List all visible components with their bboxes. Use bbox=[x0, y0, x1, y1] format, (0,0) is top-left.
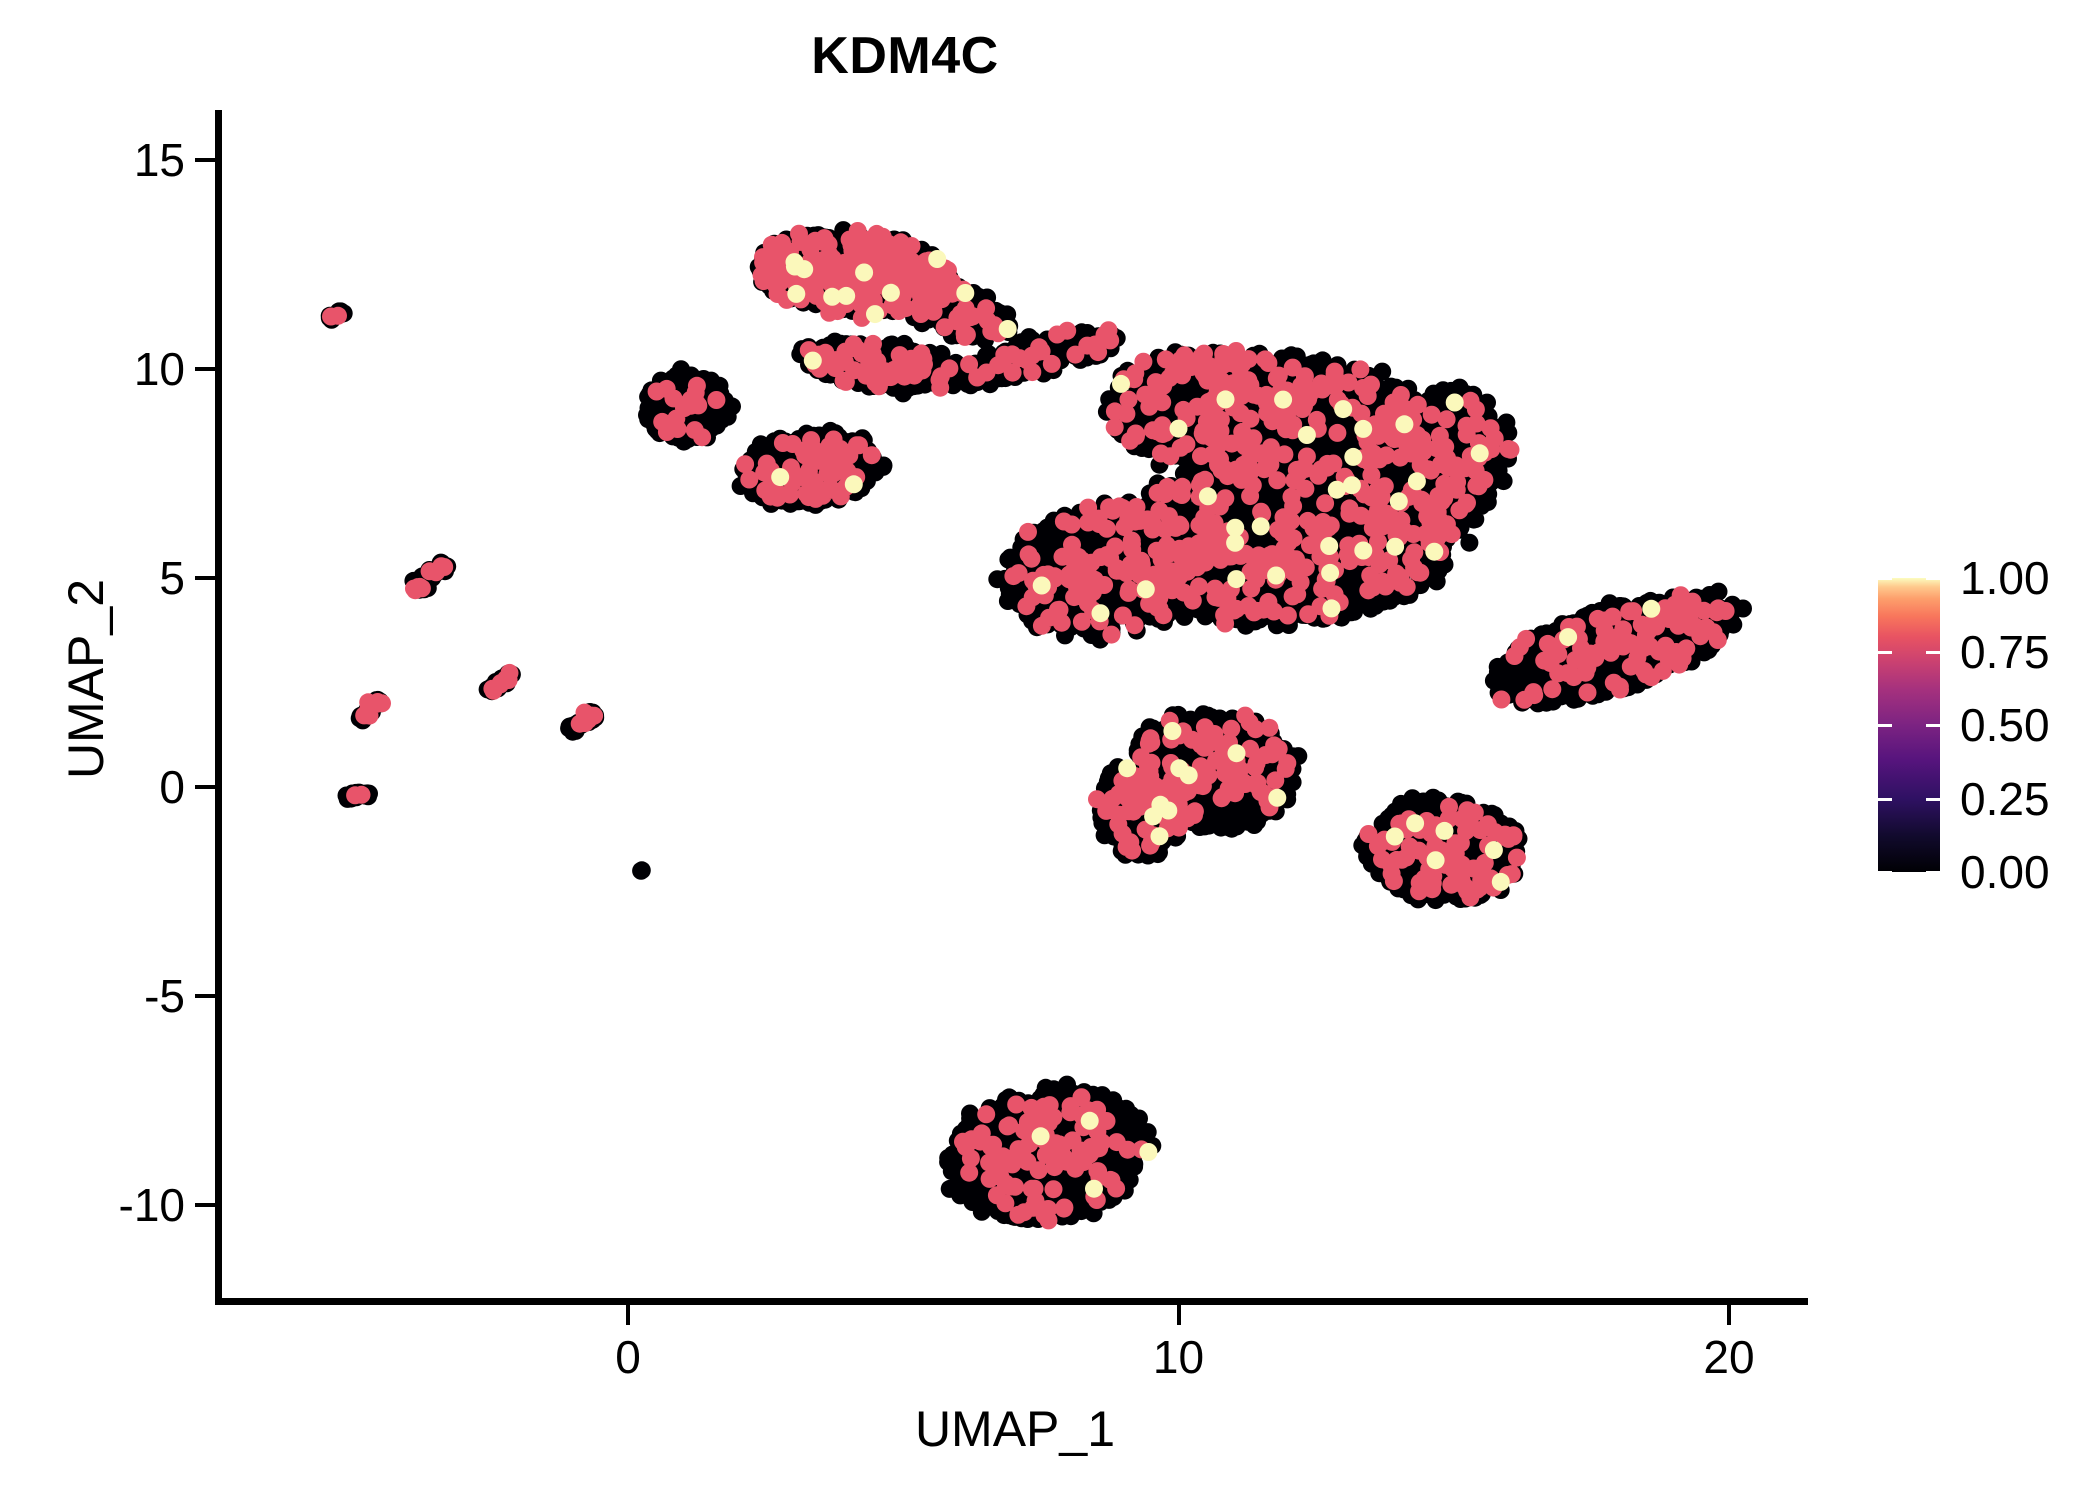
colorbar-label-0.75: 0.75 bbox=[1960, 625, 2050, 678]
x-tick-10 bbox=[1176, 1305, 1181, 1325]
scatter-plot-panel bbox=[222, 110, 1808, 1302]
colorbar-tickmark bbox=[1926, 724, 1940, 727]
y-ticklabel--10: -10 bbox=[118, 1178, 185, 1231]
colorbar-tickmark bbox=[1926, 871, 1940, 874]
color-legend[interactable]: 0.00 0.25 0.50 0.75 1.00 bbox=[1878, 552, 2088, 898]
scatter-points-layer bbox=[320, 221, 1753, 1230]
colorbar-label-0.50: 0.50 bbox=[1960, 699, 2050, 751]
y-axis-label: UMAP_2 bbox=[58, 578, 114, 780]
colorbar-tickmark bbox=[1878, 797, 1892, 801]
scatter-points-zero bbox=[320, 221, 1753, 1229]
x-axis-line bbox=[222, 1298, 1808, 1305]
page-title: KDM4C bbox=[811, 27, 999, 85]
y-ticklabel-5: 5 bbox=[159, 552, 185, 605]
x-tick-0 bbox=[626, 1305, 630, 1325]
y-tick-15 bbox=[195, 158, 215, 163]
y-tick-0 bbox=[195, 785, 215, 789]
colorbar-label-0.25: 0.25 bbox=[1960, 772, 2050, 825]
x-ticklabel-0: 0 bbox=[615, 1331, 641, 1383]
colorbar-tickmark bbox=[1878, 724, 1892, 727]
scatter-points-mid bbox=[322, 222, 1735, 1230]
colorbar-label-1.00: 1.00 bbox=[1960, 552, 2050, 604]
y-ticklabel-10: 10 bbox=[133, 343, 185, 396]
colorbar-tickmark bbox=[1926, 650, 1940, 654]
x-ticklabel-20: 20 bbox=[1703, 1331, 1755, 1383]
colorbar-label-0.00: 0.00 bbox=[1960, 846, 2050, 898]
colorbar-tickmark bbox=[1878, 650, 1892, 654]
y-tick--5 bbox=[195, 993, 215, 998]
y-ticklabel--5: -5 bbox=[144, 969, 185, 1022]
y-tick-5 bbox=[195, 576, 215, 581]
y-tick-10 bbox=[195, 367, 215, 372]
colorbar-tickmark bbox=[1926, 797, 1940, 801]
colorbar-tickmark bbox=[1878, 871, 1892, 874]
y-axis-line bbox=[215, 110, 222, 1305]
x-ticklabel-10: 10 bbox=[1152, 1331, 1205, 1383]
colorbar-tickmark bbox=[1926, 577, 1940, 580]
y-ticklabel-15: 15 bbox=[133, 134, 185, 187]
colorbar-tickmark bbox=[1878, 577, 1892, 580]
x-tick-20 bbox=[1727, 1305, 1731, 1325]
y-tick--10 bbox=[195, 1202, 215, 1207]
colorbar-ticks bbox=[1878, 577, 1940, 874]
x-axis-label: UMAP_1 bbox=[914, 1401, 1116, 1457]
y-ticklabel-0: 0 bbox=[159, 761, 185, 813]
